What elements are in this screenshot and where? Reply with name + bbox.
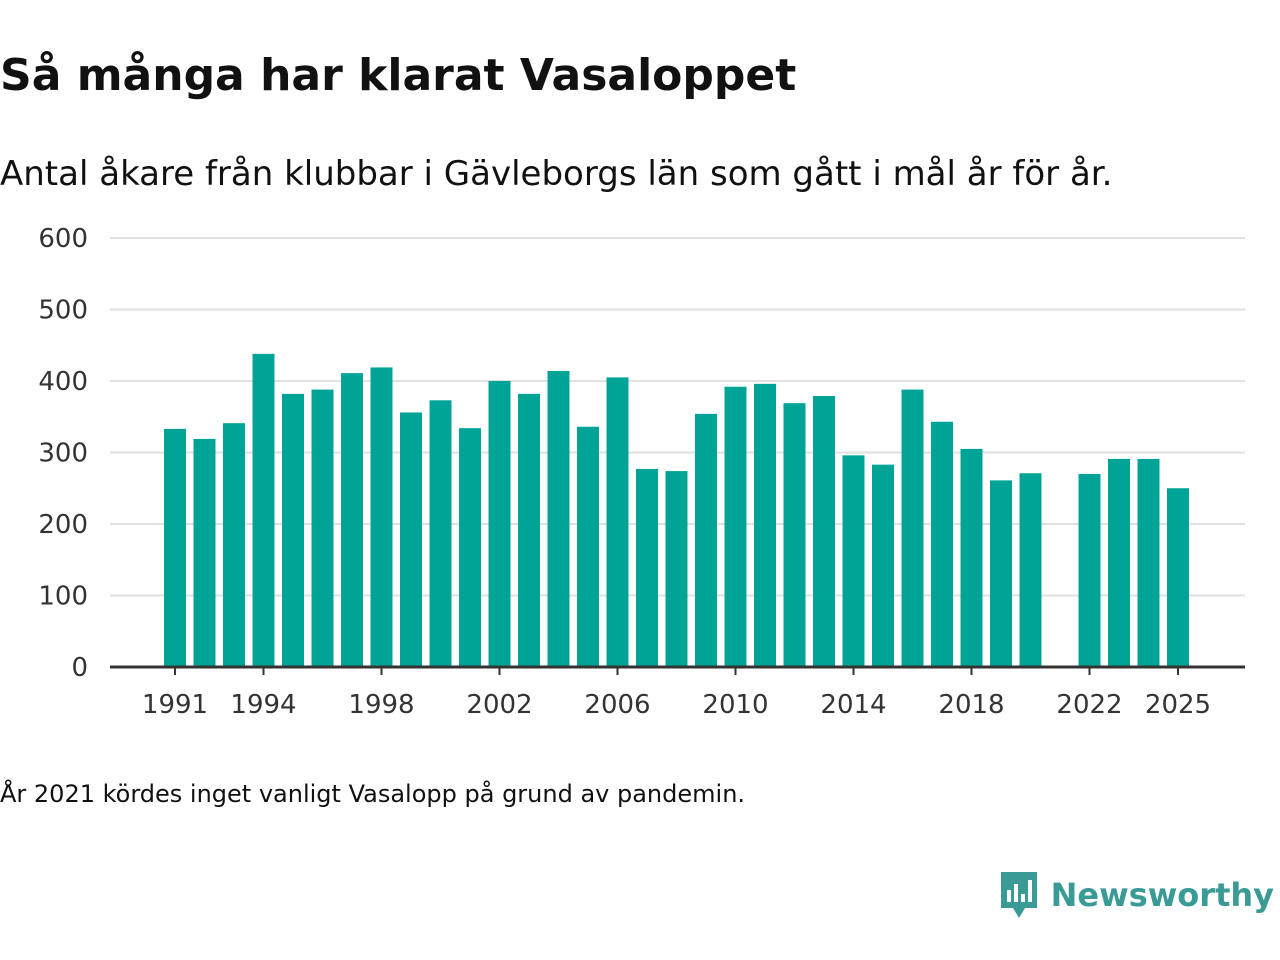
bar-1993 <box>223 423 245 667</box>
bar-2009 <box>695 413 717 667</box>
y-tick-label: 600 <box>38 224 88 254</box>
x-tick-label: 2022 <box>1056 690 1122 720</box>
y-tick-label: 300 <box>38 439 88 469</box>
bar-2003 <box>518 393 540 667</box>
bar-1991 <box>164 428 186 667</box>
bar-2019 <box>990 480 1012 667</box>
brand-logo: Newsworthy <box>999 870 1274 920</box>
bar-2010 <box>724 386 747 667</box>
y-tick-label: 200 <box>38 510 88 540</box>
brand-name: Newsworthy <box>1050 876 1274 914</box>
bar-1996 <box>311 389 334 667</box>
x-tick-label: 1998 <box>348 690 414 720</box>
y-tick-label: 500 <box>38 296 88 326</box>
chart-title: Så många har klarat Vasaloppet <box>0 50 797 101</box>
bar-1995 <box>282 393 304 667</box>
bar-2006 <box>606 377 629 667</box>
bars <box>164 353 1189 667</box>
footnote: År 2021 kördes inget vanligt Vasalopp på… <box>0 780 746 808</box>
y-tick-label: 400 <box>38 367 88 397</box>
x-axis-ticks: 1991 1994 1998 2002 2006 2010 2014 2018 2022 2025 <box>142 667 1211 720</box>
bar-2017 <box>931 421 953 667</box>
bar-2007 <box>636 468 658 667</box>
bar-2000 <box>429 400 452 667</box>
bar-2024 <box>1137 458 1160 667</box>
bar-2012 <box>783 403 806 667</box>
x-tick-label: 2014 <box>820 690 886 720</box>
x-tick-label: 2018 <box>938 690 1004 720</box>
bar-2018 <box>960 448 983 667</box>
bar-2008 <box>665 471 688 667</box>
bar-2005 <box>577 426 599 667</box>
bar-2014 <box>842 455 865 667</box>
bar-1999 <box>400 412 422 667</box>
y-axis-ticks: 0 100 200 300 400 500 600 <box>38 224 88 683</box>
bar-chart: 0 100 200 300 400 500 600 1991 1994 1998 2002 2006… <box>38 224 1245 720</box>
x-tick-label: 1994 <box>230 690 296 720</box>
x-tick-label: 2002 <box>466 690 532 720</box>
bar-2015 <box>872 464 894 667</box>
x-tick-label: 1991 <box>142 690 208 720</box>
x-tick-label: 2010 <box>702 690 768 720</box>
bar-1998 <box>370 367 393 667</box>
bar-2002 <box>488 381 511 667</box>
x-tick-label: 2006 <box>584 690 650 720</box>
bar-2016 <box>901 389 924 667</box>
bar-1994 <box>252 353 275 667</box>
bar-2013 <box>813 396 835 667</box>
chart-subtitle: Antal åkare från klubbar i Gävleborgs lä… <box>0 154 1113 194</box>
bar-2023 <box>1108 458 1130 667</box>
bar-2001 <box>459 428 481 667</box>
bar-2011 <box>754 383 776 667</box>
bar-1992 <box>193 438 216 667</box>
newsworthy-logo-icon <box>1000 872 1037 918</box>
y-tick-label: 100 <box>38 582 88 612</box>
bar-2020 <box>1019 473 1042 667</box>
bar-2004 <box>547 370 570 667</box>
y-tick-label: 0 <box>71 653 88 683</box>
x-tick-label: 2025 <box>1145 690 1211 720</box>
bar-2022 <box>1078 473 1101 667</box>
bar-1997 <box>341 373 363 667</box>
bar-2025 <box>1167 488 1189 667</box>
